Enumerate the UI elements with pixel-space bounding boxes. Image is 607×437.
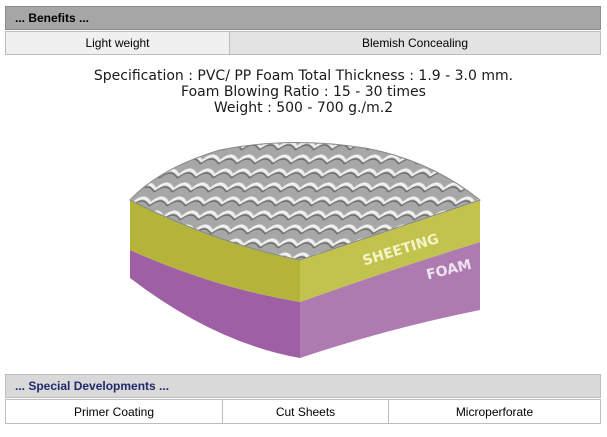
foam-layer-side	[300, 242, 480, 358]
special-item: Cut Sheets	[223, 399, 389, 424]
special-item: Microperforate	[389, 399, 601, 424]
spec-line: Specification : PVC/ PP Foam Total Thick…	[93, 68, 514, 84]
sheeting-layer-side	[300, 200, 480, 302]
benefits-row: Light weight Blemish Concealing	[5, 31, 601, 55]
spec-line: Foam Blowing Ratio : 15 - 30 times	[181, 84, 426, 100]
benefit-item: Blemish Concealing	[230, 31, 601, 55]
benefits-header: ... Benefits ...	[5, 6, 601, 30]
foam-layer	[130, 250, 300, 358]
spec-line: Weight : 500 - 700 g./m.2	[213, 100, 394, 116]
sheeting-layer	[130, 200, 300, 302]
special-developments-row: Primer Coating Cut Sheets Microperforate	[5, 399, 601, 424]
special-developments-header: ... Special Developments ...	[5, 374, 601, 398]
benefit-item: Light weight	[5, 31, 230, 55]
benefits-header-label: ... Benefits ...	[15, 11, 90, 25]
material-layers-illustration: SHEETING FOAM	[129, 141, 482, 358]
special-developments-header-label: ... Special Developments ...	[15, 379, 170, 393]
textured-surface	[129, 141, 482, 261]
special-item: Primer Coating	[5, 399, 223, 424]
